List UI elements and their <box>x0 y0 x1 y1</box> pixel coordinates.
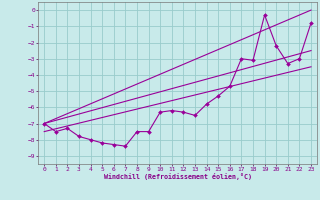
X-axis label: Windchill (Refroidissement éolien,°C): Windchill (Refroidissement éolien,°C) <box>104 173 252 180</box>
